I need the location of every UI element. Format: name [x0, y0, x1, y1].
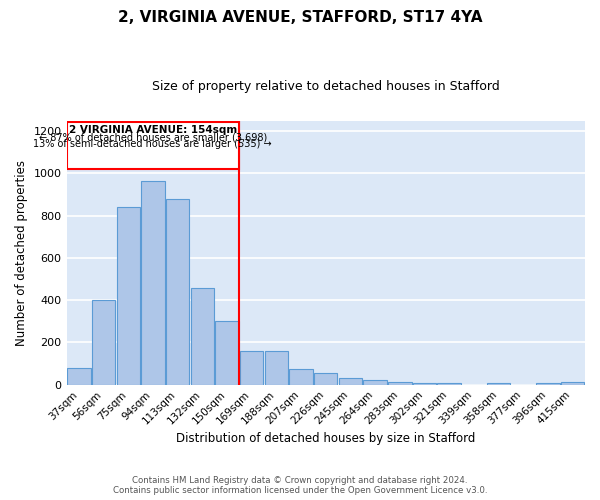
Bar — [388, 382, 412, 384]
Text: 13% of semi-detached houses are larger (535) →: 13% of semi-detached houses are larger (… — [34, 138, 272, 148]
Bar — [116, 207, 140, 384]
Bar — [67, 368, 91, 384]
Bar — [437, 382, 461, 384]
Bar — [265, 351, 288, 384]
Bar — [413, 382, 436, 384]
Text: Contains HM Land Registry data © Crown copyright and database right 2024.
Contai: Contains HM Land Registry data © Crown c… — [113, 476, 487, 495]
Text: ← 87% of detached houses are smaller (3,698): ← 87% of detached houses are smaller (3,… — [38, 132, 267, 142]
Y-axis label: Number of detached properties: Number of detached properties — [15, 160, 28, 346]
Text: 2, VIRGINIA AVENUE, STAFFORD, ST17 4YA: 2, VIRGINIA AVENUE, STAFFORD, ST17 4YA — [118, 10, 482, 25]
Bar — [141, 181, 164, 384]
Bar — [487, 382, 511, 384]
Bar — [166, 198, 190, 384]
X-axis label: Distribution of detached houses by size in Stafford: Distribution of detached houses by size … — [176, 432, 475, 445]
Bar — [240, 351, 263, 384]
Bar — [191, 288, 214, 384]
Bar — [314, 373, 337, 384]
Bar — [289, 369, 313, 384]
Bar — [536, 382, 560, 384]
Bar — [92, 300, 115, 384]
Bar — [364, 380, 387, 384]
Bar — [215, 322, 239, 384]
Bar — [561, 382, 584, 384]
Bar — [339, 378, 362, 384]
Text: 2 VIRGINIA AVENUE: 154sqm: 2 VIRGINIA AVENUE: 154sqm — [68, 126, 237, 136]
Bar — [67, 122, 239, 169]
Title: Size of property relative to detached houses in Stafford: Size of property relative to detached ho… — [152, 80, 500, 93]
